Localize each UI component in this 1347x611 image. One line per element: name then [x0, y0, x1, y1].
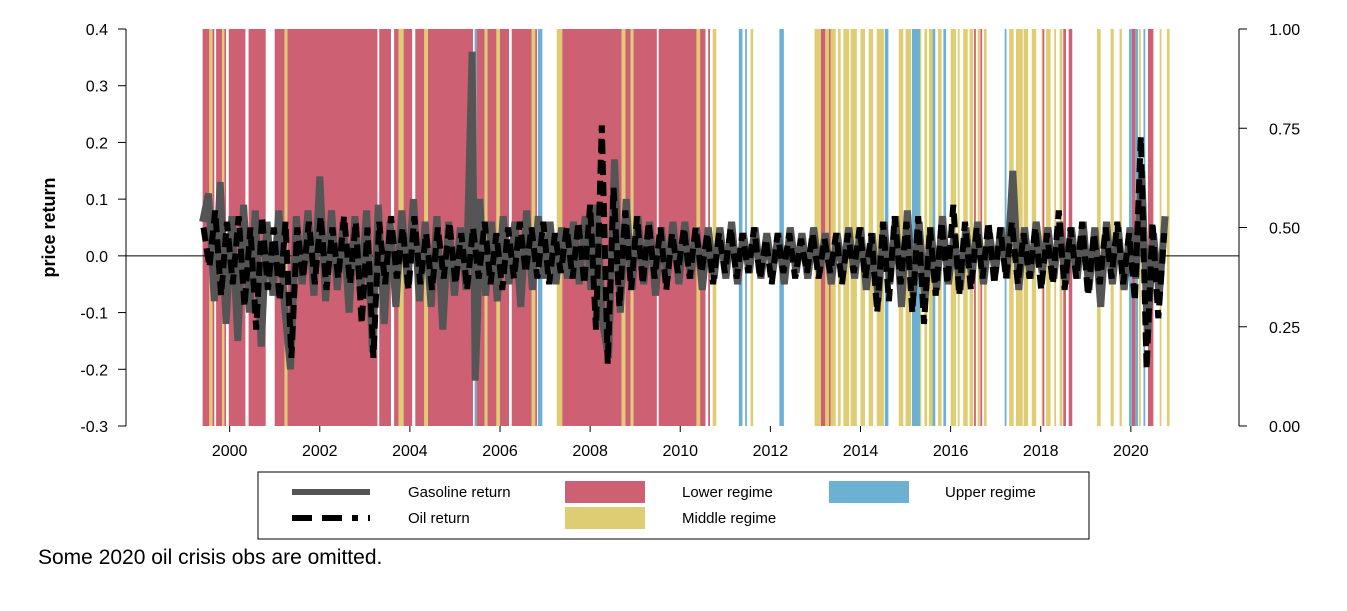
lower-regime-band	[658, 29, 697, 426]
lower-regime-band	[633, 29, 657, 426]
y-tick-label: 0.0	[86, 249, 108, 266]
middle-regime-band	[898, 29, 904, 426]
gasoline-return-legend-label: Gasoline return	[408, 484, 511, 501]
middle-regime-band	[969, 29, 974, 426]
lower-regime-legend-swatch	[565, 481, 645, 503]
y-tick-label: 0.4	[86, 22, 108, 39]
y2-tick-label: 0.00	[1269, 419, 1300, 436]
y-tick-label: -0.3	[80, 419, 108, 436]
y-tick-label: -0.2	[80, 362, 108, 379]
x-tick-label: 2012	[753, 443, 789, 460]
upper-regime-band	[738, 29, 743, 426]
middle-regime-band	[850, 29, 857, 426]
lower-regime-band	[1063, 29, 1066, 426]
y-tick-label: 0.1	[86, 192, 108, 209]
x-tick-label: 2020	[1113, 443, 1149, 460]
y2-tick-label: 0.50	[1269, 221, 1300, 238]
middle-regime-band	[924, 29, 928, 426]
lower-regime-band	[394, 29, 399, 426]
lower-regime-band	[700, 29, 706, 426]
x-tick-label: 2010	[662, 443, 698, 460]
middle-regime-legend-label: Middle regime	[682, 510, 776, 527]
x-tick-label: 2018	[1023, 443, 1059, 460]
y2-tick-label: 0.25	[1269, 320, 1300, 337]
x-tick-label: 2000	[212, 443, 248, 460]
middle-regime-band	[825, 29, 829, 426]
middle-regime-band	[1166, 29, 1170, 426]
x-tick-label: 2016	[933, 443, 969, 460]
middle-regime-band	[1159, 29, 1162, 426]
middle-regime-legend-swatch	[565, 507, 645, 529]
y2-tick-label: 0.75	[1269, 121, 1300, 138]
lower-regime-band	[403, 29, 413, 426]
x-tick-label: 2008	[572, 443, 608, 460]
middle-regime-band	[814, 29, 821, 426]
x-tick-label: 2014	[843, 443, 879, 460]
oil-return-line	[200, 125, 1168, 370]
middle-regime-band	[1041, 29, 1043, 426]
axes: 0.4 0.3 0.2 0.1 0.0 -0.1 -0.2 -0.3 1.00 0.75 0.50 0…	[39, 22, 1300, 460]
lower-regime-legend-label: Lower regime	[682, 484, 773, 501]
lower-regime-band	[1131, 29, 1136, 426]
legend-box	[257, 471, 1090, 540]
y2-tick-label: 1.00	[1269, 22, 1300, 39]
lower-regime-band	[828, 29, 831, 426]
lower-regime-band	[415, 29, 425, 426]
middle-regime-band	[630, 29, 634, 426]
y-axis-title: price return	[39, 177, 59, 277]
middle-regime-band	[1097, 29, 1101, 426]
y-tick-label: 0.2	[86, 135, 108, 152]
middle-regime-band	[957, 29, 960, 426]
middle-regime-band	[1015, 29, 1023, 426]
upper-regime-band	[745, 29, 747, 426]
y-tick-label: 0.3	[86, 79, 108, 96]
middle-regime-band	[712, 29, 717, 426]
series-lines	[199, 51, 1169, 381]
middle-regime-band	[868, 29, 874, 426]
x-tick-label: 2004	[392, 443, 428, 460]
legend: Gasoline return Oil return Lower regime Mid…	[257, 471, 1090, 540]
lower-regime-band	[379, 29, 391, 426]
x-tick-label: 2006	[482, 443, 518, 460]
middle-regime-band	[830, 29, 836, 426]
upper-regime-legend-swatch	[829, 481, 909, 503]
lower-regime-band	[1042, 29, 1045, 426]
middle-regime-band	[496, 29, 501, 426]
y-tick-label: -0.1	[80, 306, 108, 323]
upper-regime-band	[779, 29, 784, 426]
lower-regime-band	[820, 29, 826, 426]
middle-regime-band	[1110, 29, 1114, 426]
footnote: Some 2020 oil crisis obs are omitted.	[38, 546, 383, 569]
x-tick-label: 2002	[302, 443, 338, 460]
upper-regime-legend-label: Upper regime	[945, 484, 1036, 501]
upper-regime-band	[1004, 29, 1007, 426]
middle-regime-band	[837, 29, 841, 426]
oil-return-legend-label: Oil return	[408, 510, 470, 527]
